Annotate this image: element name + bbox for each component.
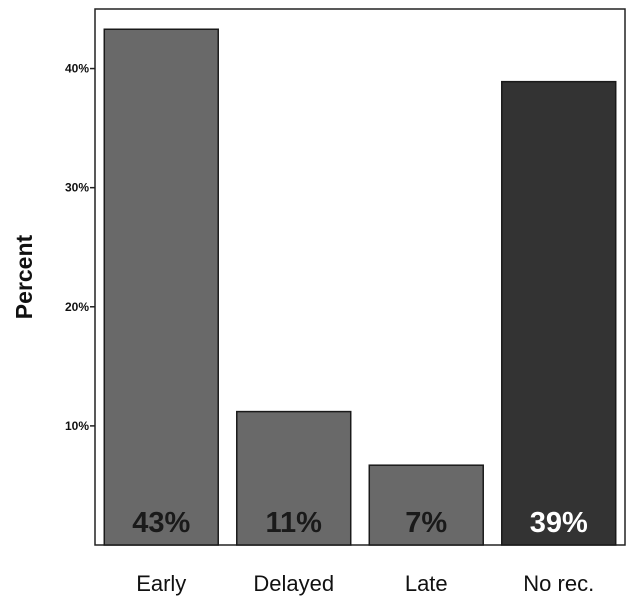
y-tick-label: 40% (65, 62, 89, 76)
y-tick-label: 30% (65, 181, 89, 195)
bar-delayed (236, 410, 352, 546)
x-tick-label: Late (405, 571, 448, 596)
bar-no-rec (501, 80, 617, 546)
x-tick-label: Early (136, 571, 186, 596)
data-label: 43% (132, 507, 190, 539)
y-axis-label: Percent (11, 234, 37, 319)
x-tick-label: No rec. (523, 571, 594, 596)
data-label: 7% (405, 507, 447, 539)
x-axis: Early Delayed Late No rec. (136, 571, 594, 596)
data-label: 39% (530, 507, 588, 539)
bar-late (368, 464, 484, 546)
data-labels-group: 43% 11% 7% 39% (132, 507, 588, 539)
y-axis: 10% 20% 30% 40% (65, 62, 95, 433)
x-tick-label: Delayed (253, 571, 334, 596)
data-label: 11% (266, 507, 323, 539)
bars-group (103, 28, 617, 546)
y-tick-label: 10% (65, 419, 89, 433)
bar-early (103, 28, 219, 546)
y-tick-label: 20% (65, 300, 89, 314)
